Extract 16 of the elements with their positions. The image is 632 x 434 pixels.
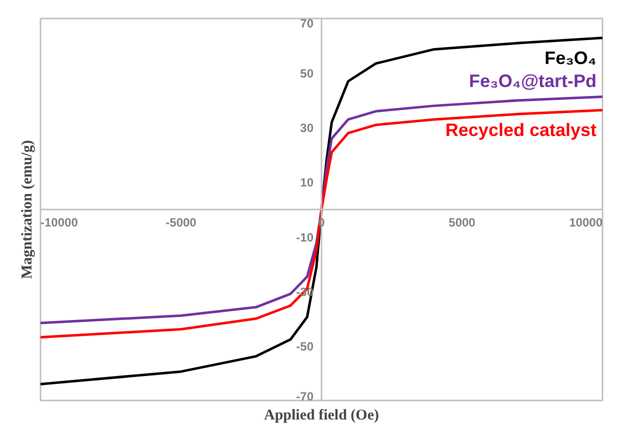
series-label: Recycled catalyst (445, 120, 597, 140)
x-tick-label: 5000 (448, 216, 476, 230)
series-label: Fe₃O₄ (544, 48, 597, 68)
series-label: Fe₃O₄@tart-Pd (469, 70, 597, 91)
y-tick-label: -10 (296, 230, 314, 244)
x-tick-label: -10000 (40, 216, 78, 230)
y-axis-title: Magntization (emu/g) (20, 140, 36, 279)
y-tick-label: 50 (300, 66, 314, 81)
y-tick-label: 70 (300, 16, 314, 30)
y-tick-label: -70 (296, 390, 314, 404)
x-tick-label: -5000 (166, 216, 197, 230)
x-axis-title: Applied field (Oe) (264, 408, 380, 424)
y-tick-label: 10 (300, 176, 314, 190)
x-tick-label: 10000 (569, 216, 603, 230)
y-tick-label: 30 (300, 121, 314, 136)
y-tick-label: -50 (296, 339, 314, 354)
